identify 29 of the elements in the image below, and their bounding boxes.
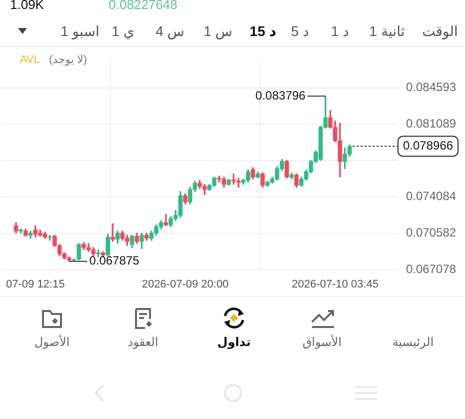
annotation: AVL	[20, 54, 40, 66]
ref-line-label: 0.078966	[403, 138, 454, 153]
x-tick-label: 07-09 12:15	[6, 278, 65, 291]
y-tick-label: 0.070582	[406, 226, 456, 240]
text: 1 س	[204, 23, 232, 39]
text: العقود	[128, 335, 158, 349]
text: الرئيسية	[392, 335, 434, 349]
text: 1 اسبو	[60, 23, 100, 39]
y-tick-label: 0.074084	[406, 189, 456, 204]
y-tick-label: 0.067078	[406, 262, 456, 276]
text: الأصول	[34, 335, 70, 349]
text: تداول	[217, 335, 251, 349]
x-tick-label: 2026-07-09 20:00	[142, 278, 229, 291]
annotation: (لا يوجد)	[49, 54, 87, 66]
text: 1 ثانية	[369, 23, 405, 39]
text: 5 د	[291, 23, 309, 39]
text: 1 ي	[112, 23, 134, 39]
text: 1 د	[331, 23, 349, 39]
annotation: 0.083796	[255, 88, 306, 102]
text: الوقت	[422, 23, 458, 39]
annotation: 0.067875	[89, 254, 140, 268]
text: 1.09K	[10, 0, 44, 12]
text: الأسواق	[302, 335, 342, 349]
text: 4 س	[156, 23, 184, 39]
text: 0.08227648	[108, 0, 178, 12]
x-tick-label: 2026-07-10 03:45	[292, 278, 379, 291]
y-tick-label: 0.084593	[406, 80, 456, 94]
y-tick-label: 0.081089	[406, 116, 456, 130]
text: 15 د	[250, 23, 276, 39]
